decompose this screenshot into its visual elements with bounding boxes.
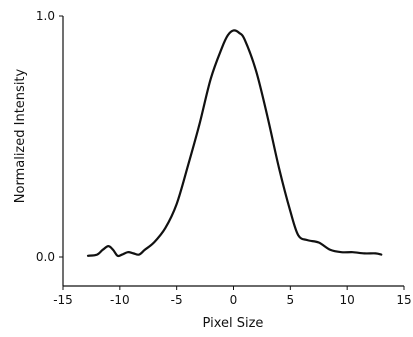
x-tick-label: 0 xyxy=(230,293,238,307)
axis-ticks: -15 -10 -5 0 5 10 15 0.0 1.0 xyxy=(36,9,412,307)
x-axis-label: Pixel Size xyxy=(203,316,264,331)
axis-labels: Pixel Size Normalized Intensity xyxy=(13,68,263,331)
x-tick-label: -5 xyxy=(171,293,183,307)
y-axis-label: Normalized Intensity xyxy=(13,68,28,203)
plot-frame xyxy=(62,16,404,287)
x-tick-label: 10 xyxy=(340,293,355,307)
y-tick-label: 0.0 xyxy=(36,250,55,264)
x-tick-label: -10 xyxy=(110,293,130,307)
y-tick-label: 1.0 xyxy=(36,9,55,23)
x-tick-label: 5 xyxy=(287,293,295,307)
x-tick-label: -15 xyxy=(53,293,73,307)
intensity-profile-line xyxy=(86,29,383,258)
x-tick-label: 15 xyxy=(396,293,411,307)
series-layer xyxy=(86,29,383,258)
